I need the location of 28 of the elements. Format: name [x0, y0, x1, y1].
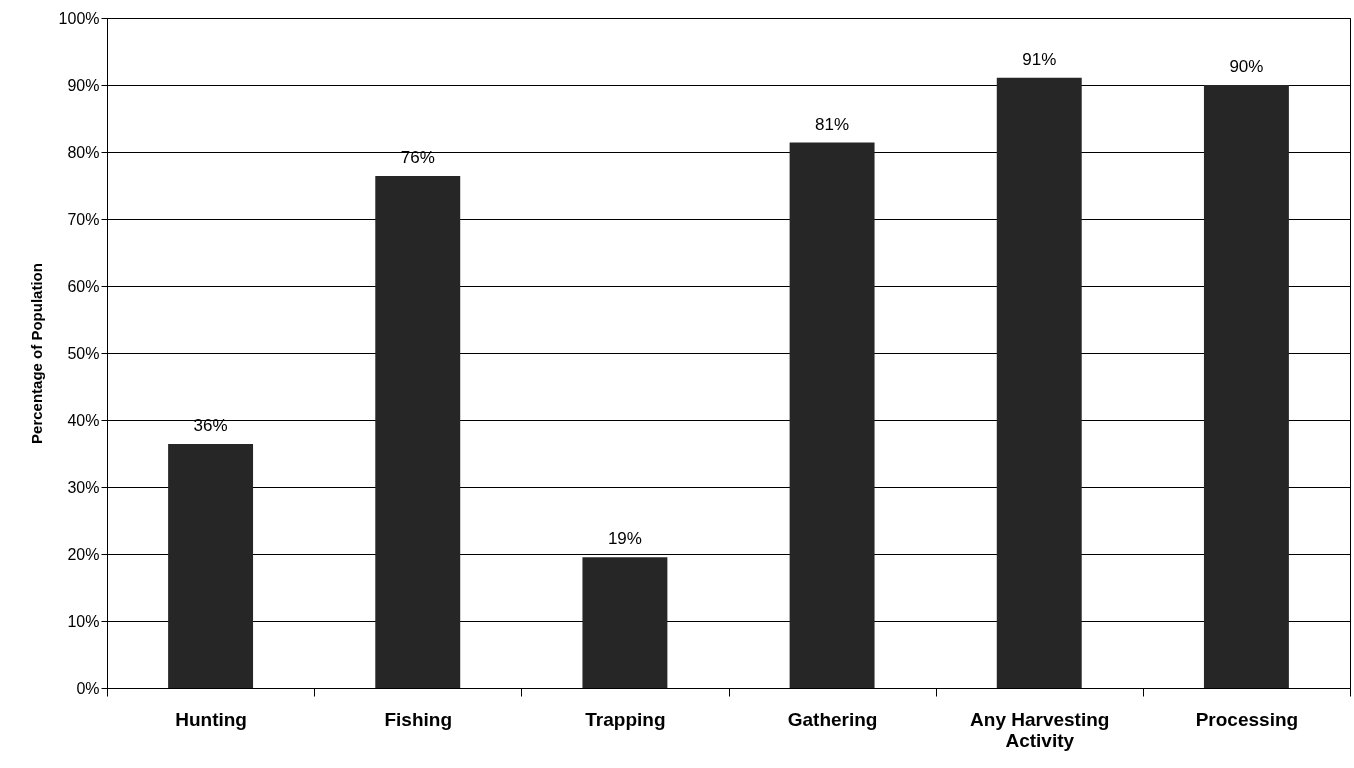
y-tick-label: 0% [76, 679, 100, 697]
y-tick-label: 30% [67, 478, 100, 496]
data-label: 81% [815, 114, 850, 134]
y-tick-label: 80% [67, 143, 100, 161]
y-tick-label: 100% [58, 9, 100, 27]
y-tick-label: 60% [67, 277, 100, 295]
bar [582, 557, 668, 688]
y-tick-label: 20% [67, 545, 100, 563]
x-tick-label: Any Harvesting Activity [970, 708, 1110, 751]
y-tick-label: 70% [67, 210, 100, 228]
x-tick-label: Trapping [585, 708, 666, 730]
x-tick-label: Processing [1195, 708, 1299, 730]
data-label: 90% [1229, 57, 1264, 76]
bar [375, 176, 461, 688]
y-axis-title: Percentage of Population [27, 263, 45, 444]
x-tick-label: Gathering [787, 708, 878, 730]
bar [789, 142, 875, 688]
bar [996, 77, 1082, 688]
y-tick-label: 90% [67, 76, 100, 94]
x-tick-label: Fishing [384, 708, 453, 730]
data-label: 91% [1022, 49, 1057, 69]
y-tick-label: 50% [67, 344, 100, 362]
x-tick-label: Hunting [175, 708, 247, 730]
y-tick-label: 10% [67, 612, 100, 630]
data-label: 19% [607, 529, 642, 549]
y-tick-label: 40% [67, 411, 100, 429]
bar [168, 444, 254, 688]
bar [1203, 85, 1289, 688]
